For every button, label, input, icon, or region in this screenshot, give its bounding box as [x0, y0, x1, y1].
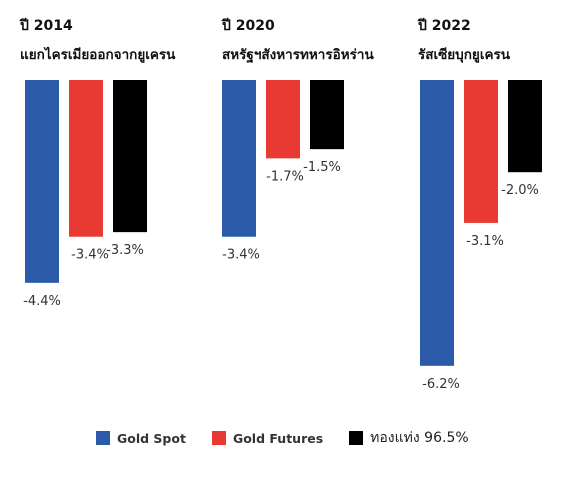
data-label-0-1: -3.4%: [71, 248, 109, 263]
legend-label-gold-bar: ทองแท่ง 96.5%: [370, 430, 469, 446]
group-event-2014: แยกไครเมียออกจากยูเครน: [20, 47, 176, 63]
group-year-2014: ปี 2014: [20, 18, 73, 34]
legend-item-gold-spot: Gold Spot: [96, 431, 186, 446]
data-label-2-1: -3.1%: [466, 234, 504, 249]
data-label-1-1: -1.7%: [266, 169, 304, 184]
data-label-0-2: -3.3%: [106, 243, 144, 258]
group-event-2022: รัสเซียบุกยูเครน: [418, 47, 510, 63]
legend-label-gold-futures: Gold Futures: [232, 430, 324, 446]
legend-item-gold-futures: Gold Futures: [211, 430, 324, 446]
legend-label-gold-spot: Gold Spot: [117, 430, 186, 446]
bar-1-0: [222, 80, 256, 237]
group-event-2020: สหรัฐฯสังหารทหารอิหร่าน: [222, 47, 374, 63]
bar-2-2: [508, 80, 542, 173]
legend: Gold Spot Gold Futures ทองแท่ง 96.5%: [96, 427, 495, 449]
data-label-0-0: -4.4%: [23, 294, 61, 309]
data-label-1-0: -3.4%: [222, 248, 260, 263]
group-year-2022: ปี 2022: [418, 18, 471, 34]
legend-item-gold-bar: ทองแท่ง 96.5%: [349, 427, 469, 449]
group-year-2020: ปี 2020: [222, 18, 275, 34]
bar-2-1: [464, 80, 498, 223]
data-label-2-2: -2.0%: [501, 183, 539, 198]
data-label-1-2: -1.5%: [303, 160, 341, 175]
legend-swatch-gold-futures: [211, 431, 226, 445]
data-label-2-0: -6.2%: [422, 377, 460, 392]
bar-1-2: [310, 80, 344, 150]
bar-0-1: [69, 80, 103, 237]
bar-0-0: [25, 80, 59, 283]
bar-0-2: [113, 80, 147, 233]
bar-2-0: [420, 80, 454, 366]
legend-swatch-gold-bar: [349, 431, 364, 445]
bar-1-1: [266, 80, 300, 159]
legend-swatch-gold-spot: [96, 431, 110, 445]
